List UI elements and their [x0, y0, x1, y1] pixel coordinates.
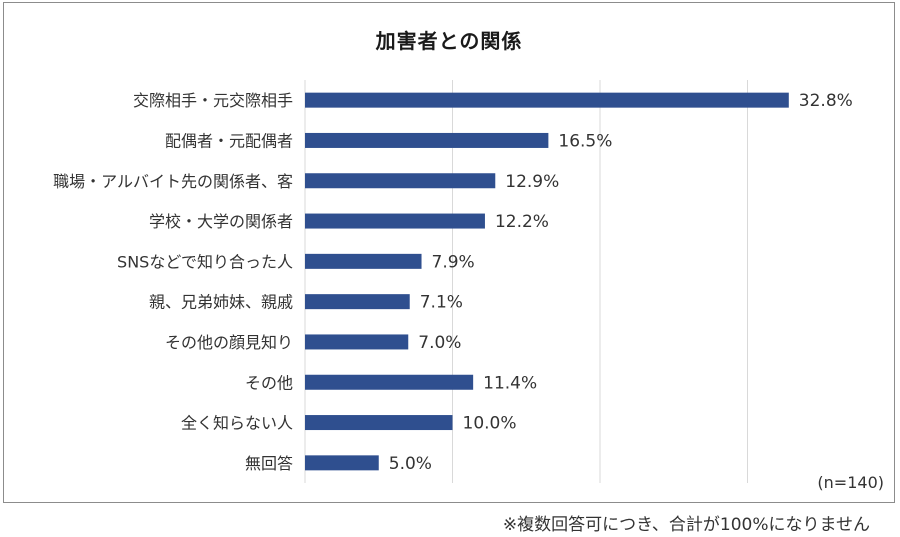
sample-size-note: (n=140) [817, 473, 884, 492]
bar [305, 374, 474, 390]
data-label: 16.5% [558, 131, 612, 151]
bar [305, 213, 485, 229]
footnote: ※複数回答可につき、合計が100%になりません [502, 515, 870, 535]
category-label: その他の顔見知り [165, 333, 293, 352]
data-label: 7.0% [418, 333, 461, 353]
bar [305, 294, 410, 310]
bar [305, 253, 422, 269]
data-label: 12.2% [495, 212, 549, 232]
data-label: 10.0% [463, 414, 517, 434]
category-label: その他 [245, 373, 293, 392]
bar [305, 92, 789, 108]
bar [305, 455, 379, 471]
category-label: SNSなどで知り合った人 [117, 252, 293, 271]
category-label: 職場・アルバイト先の関係者、客 [53, 172, 293, 191]
bar [305, 173, 496, 189]
category-label: 親、兄弟姉妹、親戚 [149, 293, 293, 312]
bar [305, 132, 549, 148]
category-label: 配偶者・元配偶者 [165, 131, 293, 150]
bar [305, 334, 409, 350]
data-label: 12.9% [505, 172, 559, 192]
chart-title: 加害者との関係 [375, 29, 523, 53]
category-label: 交際相手・元交際相手 [133, 91, 293, 110]
category-label: 無回答 [245, 454, 293, 473]
data-label: 11.4% [483, 373, 537, 393]
category-label: 全く知らない人 [181, 414, 293, 433]
data-label: 7.9% [432, 252, 475, 272]
category-label: 学校・大学の関係者 [149, 212, 293, 231]
data-label: 5.0% [389, 454, 432, 474]
data-label: 7.1% [420, 293, 463, 313]
data-label: 32.8% [799, 91, 853, 111]
bar [305, 415, 453, 431]
